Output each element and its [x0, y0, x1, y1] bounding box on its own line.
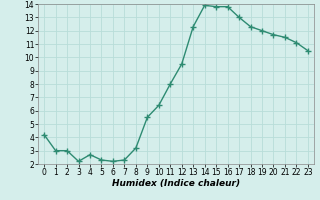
X-axis label: Humidex (Indice chaleur): Humidex (Indice chaleur) [112, 179, 240, 188]
